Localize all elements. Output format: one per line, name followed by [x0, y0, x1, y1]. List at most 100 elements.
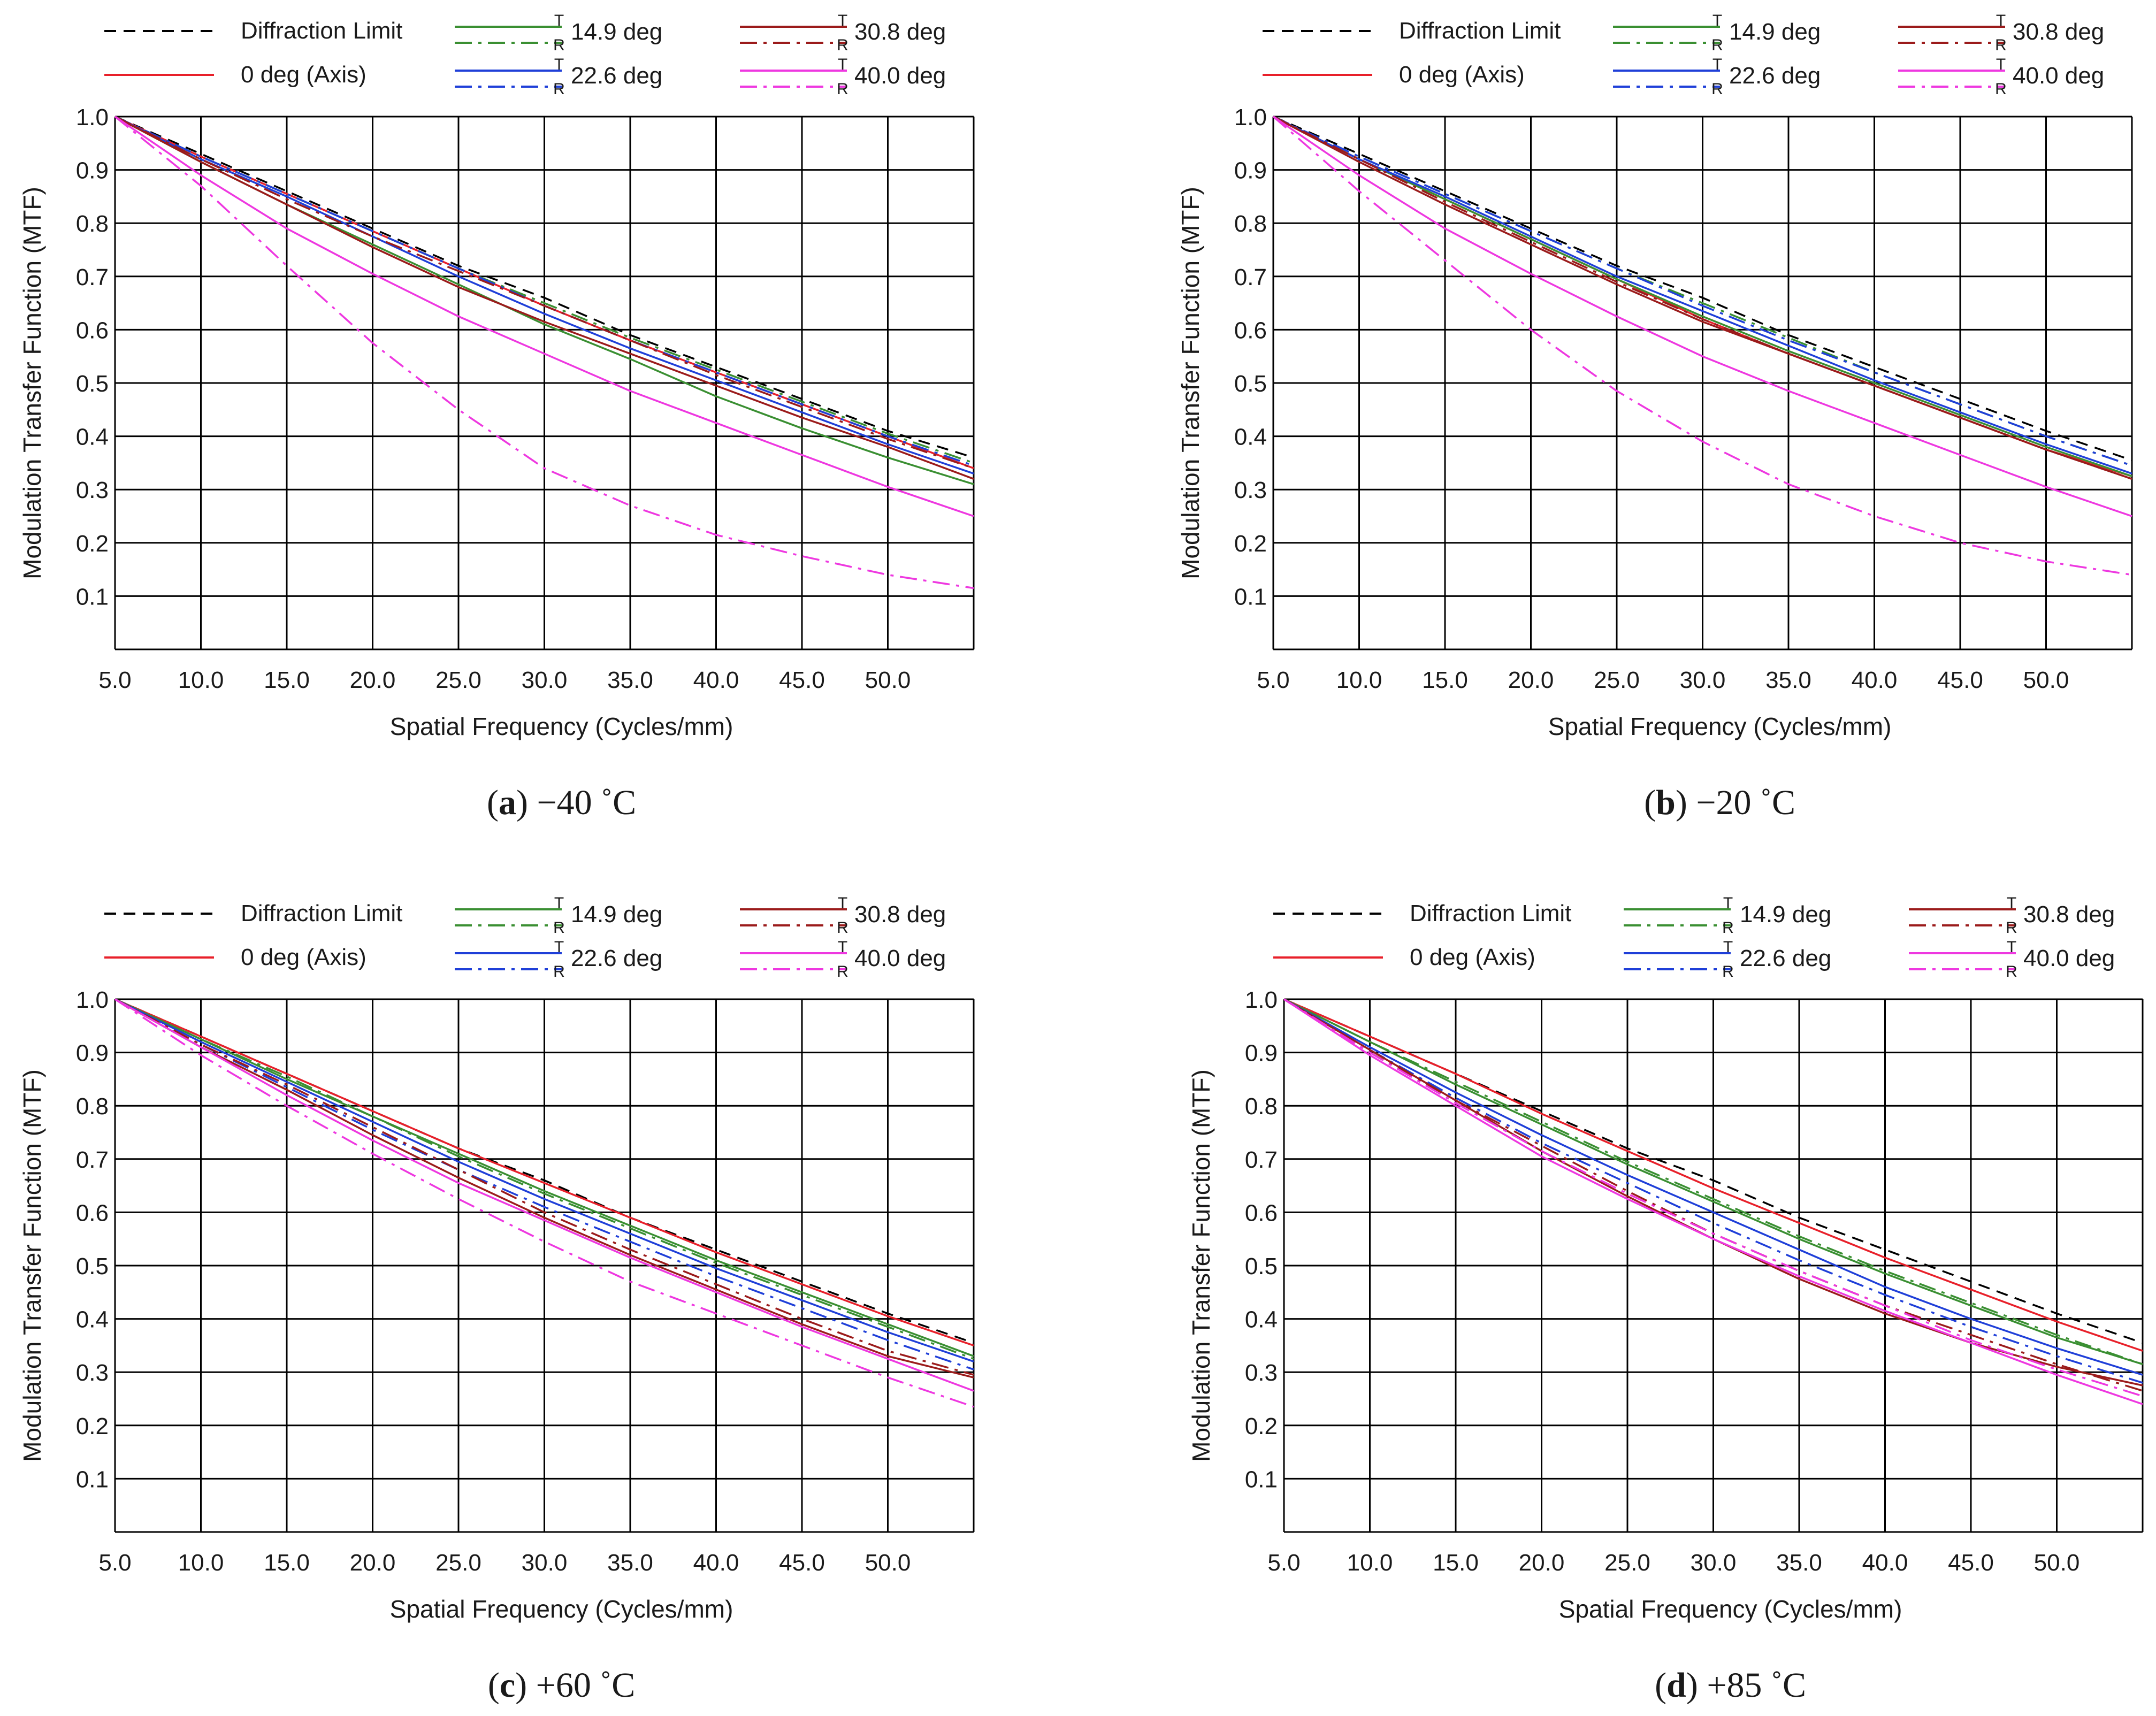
x-tick-label: 15.0: [264, 1550, 310, 1576]
series-lines: [114, 998, 974, 1408]
series-line-diffraction-limit: [114, 116, 974, 459]
y-tick-label: 0.4: [1245, 1307, 1278, 1333]
y-tick-label: 0.7: [1245, 1147, 1278, 1173]
legend-label: 14.9 deg: [1740, 901, 1831, 928]
legend-t-letter: T: [838, 894, 847, 912]
legend-r-letter: R: [1995, 36, 2007, 54]
legend-item-d40: TR 40.0 deg: [1909, 938, 2115, 980]
caption-open-paren: (: [1644, 783, 1656, 822]
legend-label: 30.8 deg: [2013, 19, 2104, 45]
caption-close-paren: ): [1676, 783, 1696, 822]
legend-r-letter: R: [553, 919, 565, 937]
legend-item-d22: TR 22.6 deg: [1613, 56, 1821, 98]
y-axis-label: Modulation Transfer Function (MTF): [18, 187, 46, 579]
legend-r-letter: R: [1995, 80, 2007, 98]
legend-item-d40: TR 40.0 deg: [740, 938, 946, 980]
x-tick-label: 45.0: [1937, 667, 1983, 693]
series-line-r-14-9-deg: [114, 998, 974, 1360]
y-tick-label: 0.3: [76, 1360, 109, 1386]
x-tick-label: 35.0: [1776, 1550, 1822, 1576]
x-tick-label: 10.0: [1336, 667, 1382, 693]
x-tick-label: 50.0: [865, 1550, 911, 1576]
y-tick-label: 0.6: [1234, 317, 1267, 343]
x-tick-label: 5.0: [1257, 667, 1289, 693]
series-line-t-22-6-deg: [114, 116, 974, 474]
legend-item-d14: TR 14.9 deg: [455, 894, 662, 937]
series-line-r-22-6-deg: [114, 998, 974, 1370]
x-tick-label: 25.0: [435, 667, 481, 693]
legend-t-letter: T: [2007, 894, 2016, 912]
legend-label: 30.8 deg: [854, 19, 946, 45]
legend-t-letter: T: [1996, 12, 2006, 29]
x-tick-label: 40.0: [1852, 667, 1898, 693]
y-tick-label: 0.9: [1234, 158, 1267, 184]
y-tick-label: 0.2: [76, 1413, 109, 1439]
panel-caption: (b) −20 ˚C: [1644, 783, 1795, 822]
legend-r-letter: R: [837, 963, 848, 980]
legend-label: 22.6 deg: [1729, 63, 1821, 89]
legend-t-letter: T: [1996, 56, 2006, 73]
x-tick-label: 20.0: [350, 667, 396, 693]
series-line-t-14-9-deg: [1273, 116, 2132, 477]
x-axis-label: Spatial Frequency (Cycles/mm): [390, 713, 733, 740]
legend-t-letter: T: [554, 56, 564, 73]
y-tick-label: 0.8: [1234, 211, 1267, 237]
caption-letter: b: [1656, 783, 1676, 822]
x-tick-label: 20.0: [350, 1550, 396, 1576]
caption-letter: c: [500, 1666, 515, 1705]
x-tick-label: 10.0: [178, 1550, 224, 1576]
y-tick-label: 0.8: [76, 211, 109, 237]
y-tick-label: 1.0: [76, 987, 109, 1013]
x-tick-label: 5.0: [1267, 1550, 1300, 1576]
plot-grid: [114, 116, 975, 650]
x-tick-label: 20.0: [1508, 667, 1554, 693]
caption-title: +85 ˚C: [1707, 1666, 1806, 1705]
legend-item-d22: TR 22.6 deg: [455, 938, 662, 980]
y-tick-label: 0.7: [1234, 264, 1267, 290]
x-tick-label: 45.0: [779, 1550, 825, 1576]
caption-open-paren: (: [1655, 1666, 1666, 1705]
legend-r-letter: R: [2006, 963, 2017, 980]
x-tick-label: 10.0: [1347, 1550, 1393, 1576]
caption-open-paren: (: [488, 1666, 500, 1705]
caption-open-paren: (: [487, 783, 499, 822]
y-tick-label: 0.2: [1245, 1413, 1278, 1439]
legend-item-d14: TR 14.9 deg: [455, 12, 662, 54]
series-line-diffraction-limit: [1273, 116, 2132, 462]
legend-r-letter: R: [1722, 963, 1734, 980]
x-tick-label: 50.0: [2023, 667, 2069, 693]
legend-r-letter: R: [837, 919, 848, 937]
legend-r-letter: R: [553, 963, 565, 980]
y-tick-label: 0.3: [1234, 477, 1267, 503]
x-tick-label: 35.0: [1765, 667, 1811, 693]
legend-item-axis: 0 deg (Axis): [1263, 62, 1525, 88]
legend-label: 14.9 deg: [571, 19, 662, 45]
y-axis-label: Modulation Transfer Function (MTF): [1187, 1069, 1215, 1462]
x-tick-label: 50.0: [2034, 1550, 2080, 1576]
x-tick-label: 30.0: [1680, 667, 1726, 693]
series-line-r-30-8-deg: [1273, 116, 2132, 480]
y-tick-label: 0.3: [1245, 1360, 1278, 1386]
legend-item-diff: Diffraction Limit: [104, 900, 402, 926]
legend-t-letter: T: [2007, 938, 2016, 956]
series-line-r-40-0-deg: [114, 116, 974, 589]
series-line-0-deg-axis-: [114, 998, 974, 1347]
y-tick-label: 0.1: [76, 584, 109, 610]
x-tick-label: 40.0: [693, 1550, 739, 1576]
series-line-r-30-8-deg: [114, 116, 974, 470]
series-line-t-40-0-deg: [114, 116, 974, 517]
series-lines: [114, 116, 974, 589]
y-tick-label: 0.3: [76, 477, 109, 503]
x-tick-label: 35.0: [607, 1550, 653, 1576]
legend-item-d40: TR 40.0 deg: [1898, 56, 2104, 98]
legend-label: 14.9 deg: [1729, 19, 1821, 45]
legend-label: 30.8 deg: [854, 901, 946, 928]
legend-item-d22: TR 22.6 deg: [455, 56, 662, 98]
y-tick-label: 0.7: [76, 1147, 109, 1173]
plot-grid: [114, 998, 975, 1533]
y-tick-label: 0.5: [76, 371, 109, 397]
legend-r-letter: R: [837, 80, 848, 98]
legend-label: 40.0 deg: [854, 63, 946, 89]
